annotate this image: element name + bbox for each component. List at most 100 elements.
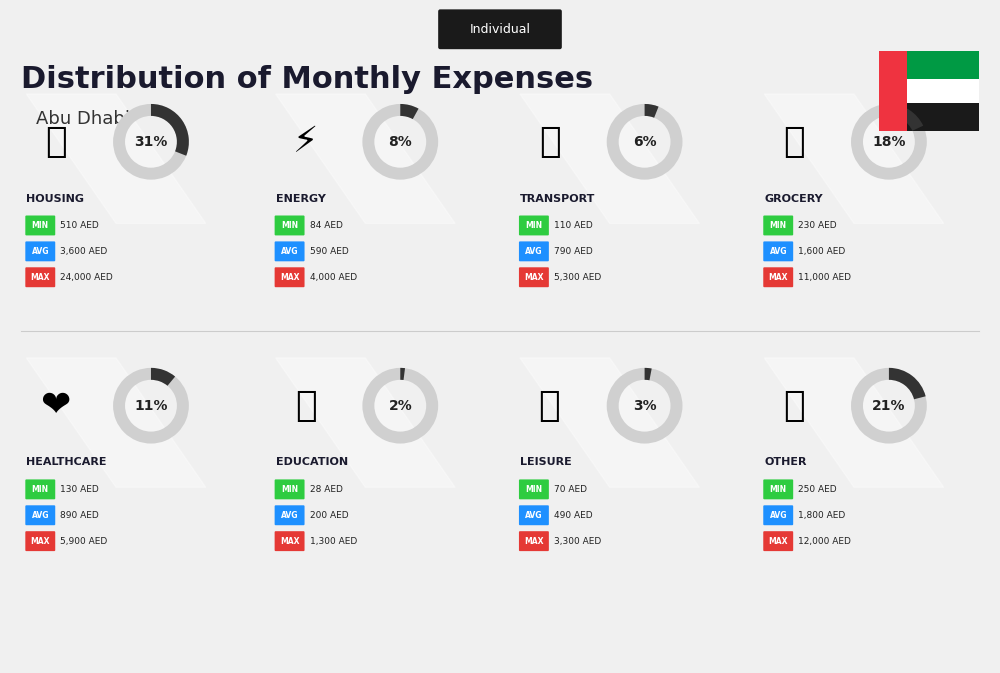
FancyBboxPatch shape [519, 505, 549, 525]
FancyBboxPatch shape [275, 505, 305, 525]
Text: AVG: AVG [281, 511, 298, 520]
FancyBboxPatch shape [275, 215, 305, 236]
Text: MAX: MAX [31, 536, 50, 546]
Text: MIN: MIN [281, 485, 298, 494]
FancyBboxPatch shape [275, 531, 305, 551]
Text: MAX: MAX [524, 536, 544, 546]
FancyBboxPatch shape [25, 215, 55, 236]
Text: 3,600 AED: 3,600 AED [60, 247, 107, 256]
Wedge shape [151, 104, 189, 155]
Text: HEALTHCARE: HEALTHCARE [26, 458, 107, 468]
Wedge shape [400, 104, 419, 119]
Text: Individual: Individual [470, 23, 530, 36]
Text: 1,600 AED: 1,600 AED [798, 247, 845, 256]
FancyBboxPatch shape [879, 103, 979, 131]
FancyBboxPatch shape [25, 242, 55, 261]
FancyBboxPatch shape [519, 267, 549, 287]
Wedge shape [645, 368, 652, 380]
Text: 490 AED: 490 AED [554, 511, 592, 520]
Text: 🚌: 🚌 [539, 125, 561, 159]
Text: GROCERY: GROCERY [764, 194, 823, 203]
Text: LEISURE: LEISURE [520, 458, 572, 468]
Text: ❤️: ❤️ [41, 389, 71, 423]
Text: MAX: MAX [280, 273, 299, 282]
Text: 3,300 AED: 3,300 AED [554, 536, 601, 546]
Polygon shape [276, 94, 455, 223]
Text: 130 AED: 130 AED [60, 485, 99, 494]
Text: MAX: MAX [524, 273, 544, 282]
FancyBboxPatch shape [519, 242, 549, 261]
Text: 🛒: 🛒 [783, 125, 805, 159]
FancyBboxPatch shape [25, 479, 55, 499]
Text: ENERGY: ENERGY [276, 194, 326, 203]
Text: 8%: 8% [388, 135, 412, 149]
Text: 110 AED: 110 AED [554, 221, 593, 230]
Text: AVG: AVG [281, 247, 298, 256]
FancyBboxPatch shape [763, 267, 793, 287]
Text: 84 AED: 84 AED [310, 221, 342, 230]
FancyBboxPatch shape [519, 479, 549, 499]
Text: 18%: 18% [872, 135, 906, 149]
Text: AVG: AVG [769, 247, 787, 256]
Text: Distribution of Monthly Expenses: Distribution of Monthly Expenses [21, 65, 593, 94]
Polygon shape [276, 358, 455, 487]
Text: 5,300 AED: 5,300 AED [554, 273, 601, 282]
Polygon shape [520, 94, 699, 223]
Text: AVG: AVG [769, 511, 787, 520]
FancyBboxPatch shape [879, 51, 907, 131]
Text: EDUCATION: EDUCATION [276, 458, 348, 468]
Text: MIN: MIN [281, 221, 298, 230]
Text: 31%: 31% [134, 135, 168, 149]
Wedge shape [889, 368, 926, 399]
Polygon shape [764, 358, 944, 487]
Text: 28 AED: 28 AED [310, 485, 342, 494]
Polygon shape [520, 358, 699, 487]
FancyBboxPatch shape [275, 267, 305, 287]
Text: 510 AED: 510 AED [60, 221, 99, 230]
FancyBboxPatch shape [763, 479, 793, 499]
Wedge shape [889, 104, 923, 131]
Text: 11%: 11% [134, 398, 168, 413]
Text: 6%: 6% [633, 135, 656, 149]
Text: AVG: AVG [32, 247, 49, 256]
FancyBboxPatch shape [879, 51, 979, 81]
Wedge shape [851, 368, 927, 444]
FancyBboxPatch shape [519, 215, 549, 236]
FancyBboxPatch shape [519, 531, 549, 551]
Text: 👜: 👜 [783, 389, 805, 423]
Wedge shape [607, 368, 682, 444]
Text: 5,900 AED: 5,900 AED [60, 536, 107, 546]
Text: 12,000 AED: 12,000 AED [798, 536, 851, 546]
Wedge shape [362, 104, 438, 180]
Text: MIN: MIN [770, 485, 787, 494]
Text: AVG: AVG [525, 511, 543, 520]
Text: AVG: AVG [525, 247, 543, 256]
Text: MIN: MIN [770, 221, 787, 230]
FancyBboxPatch shape [763, 531, 793, 551]
Text: 890 AED: 890 AED [60, 511, 99, 520]
Text: OTHER: OTHER [764, 458, 807, 468]
Polygon shape [764, 94, 944, 223]
FancyBboxPatch shape [763, 505, 793, 525]
Wedge shape [607, 104, 682, 180]
Polygon shape [26, 94, 206, 223]
FancyBboxPatch shape [25, 505, 55, 525]
Wedge shape [151, 368, 175, 386]
FancyBboxPatch shape [25, 267, 55, 287]
Text: 1,300 AED: 1,300 AED [310, 536, 357, 546]
Text: 70 AED: 70 AED [554, 485, 587, 494]
Text: MAX: MAX [768, 536, 788, 546]
Text: 🛍️: 🛍️ [539, 389, 561, 423]
Text: 200 AED: 200 AED [310, 511, 348, 520]
FancyBboxPatch shape [275, 242, 305, 261]
FancyBboxPatch shape [879, 79, 979, 104]
Text: MIN: MIN [525, 485, 542, 494]
Text: ⚡: ⚡ [293, 125, 318, 159]
Wedge shape [362, 368, 438, 444]
Text: 590 AED: 590 AED [310, 247, 348, 256]
Polygon shape [26, 358, 206, 487]
Text: 790 AED: 790 AED [554, 247, 593, 256]
Text: MAX: MAX [280, 536, 299, 546]
Text: 3%: 3% [633, 398, 656, 413]
Text: 4,000 AED: 4,000 AED [310, 273, 357, 282]
